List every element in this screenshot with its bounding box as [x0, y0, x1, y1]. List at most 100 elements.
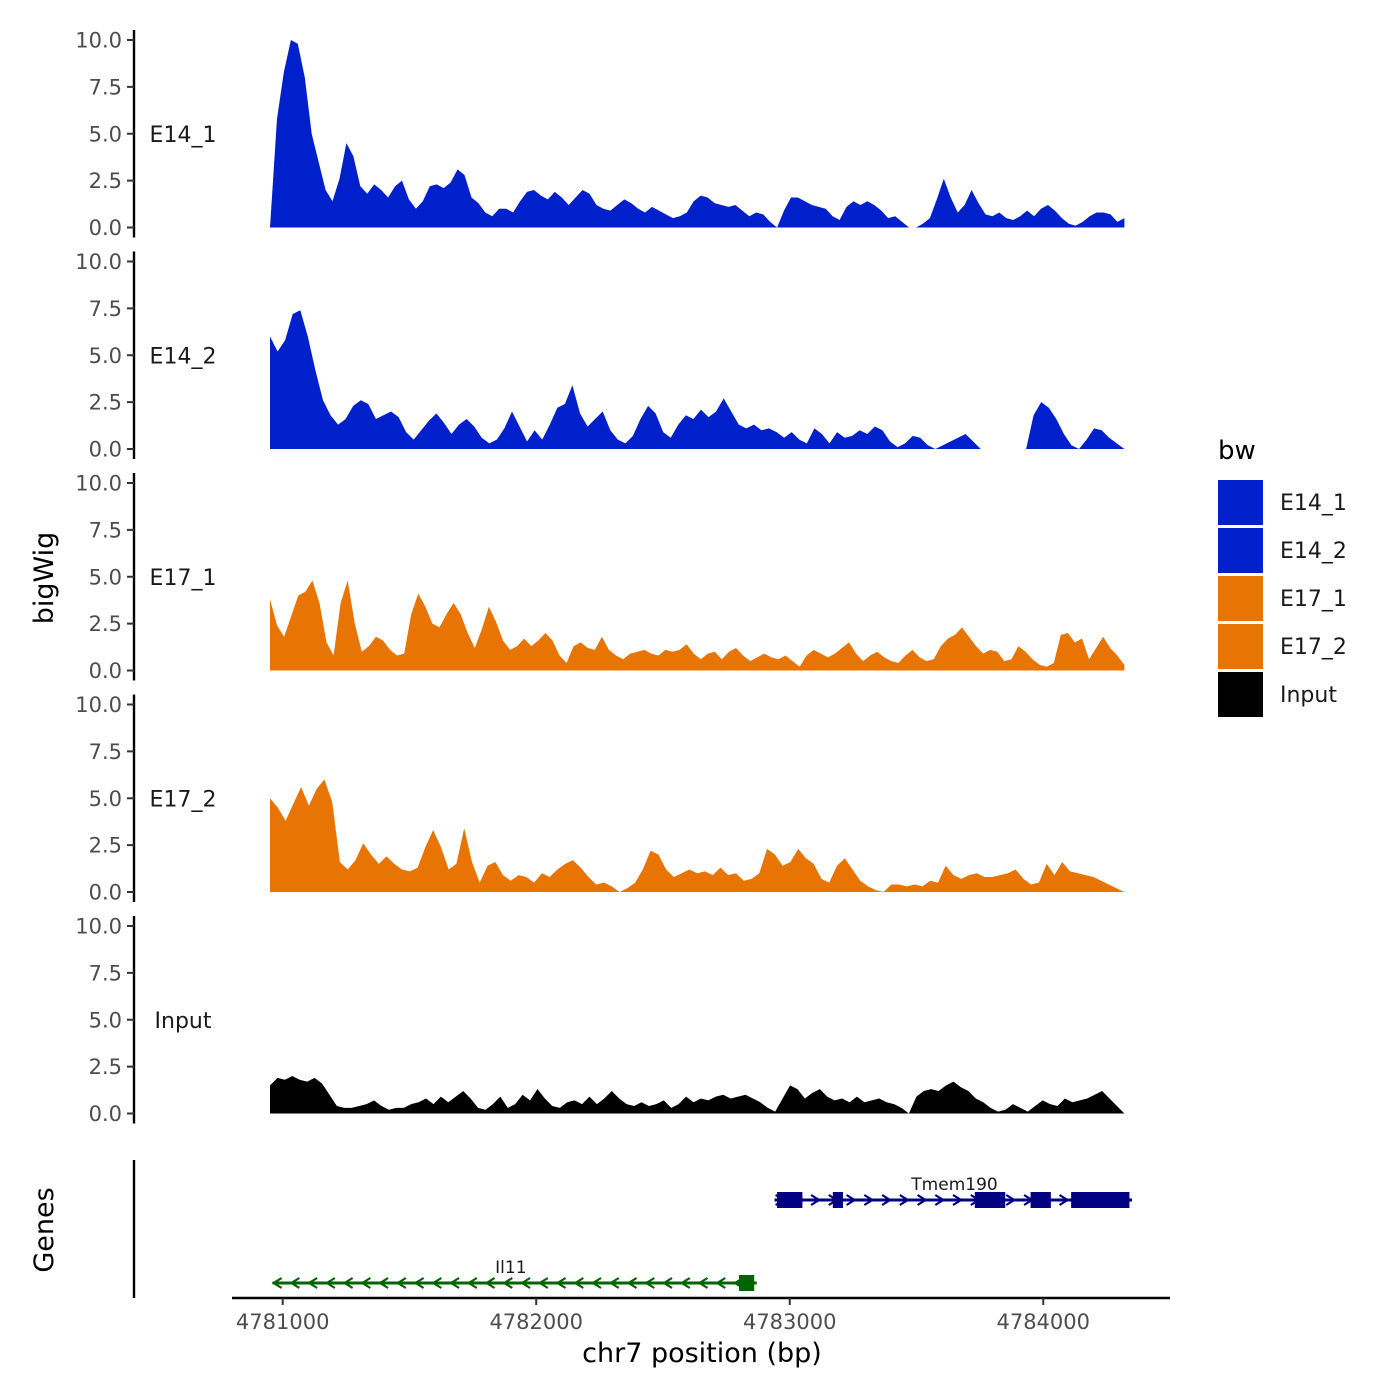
legend-label: Input [1280, 683, 1337, 708]
legend-swatch-E14_1 [1218, 480, 1263, 525]
strand-arrow [608, 1277, 620, 1289]
strand-arrow [360, 1277, 371, 1289]
y-tick-label: 10.0 [75, 250, 122, 274]
strand-arrow [431, 1277, 442, 1289]
track-label: E17_2 [150, 788, 217, 813]
strand-arrow [934, 1194, 946, 1206]
y-tick-label: 7.5 [89, 961, 122, 985]
y-tick-label: 5.0 [89, 344, 122, 368]
strand-arrow [899, 1194, 910, 1206]
y-tick-label: 5.0 [89, 122, 122, 146]
x-tick-label: 4783000 [743, 1310, 837, 1334]
strand-arrow [881, 1194, 893, 1206]
y-axis-title: bigWig [29, 532, 60, 625]
legend-swatch-Input [1218, 672, 1263, 717]
legend: bw E14_1 E14_2 E17_1 E17_2 Input [1218, 436, 1347, 717]
strand-arrow [626, 1277, 638, 1289]
signal-area-E17_2 [270, 779, 1125, 892]
track-label: E14_1 [150, 123, 217, 148]
strand-arrow [863, 1194, 875, 1206]
strand-arrow [1005, 1194, 1017, 1206]
legend-swatch-E17_1 [1218, 576, 1263, 621]
y-tick-label: 10.0 [75, 472, 122, 496]
gene-exon [739, 1275, 755, 1291]
x-axis: 4781000 4782000 4783000 4784000 [232, 1296, 1170, 1334]
track-label: E17_1 [150, 566, 217, 591]
y-tick-label: 7.5 [89, 75, 122, 99]
legend-label: E17_1 [1280, 587, 1347, 612]
y-tick-label: 2.5 [89, 391, 122, 415]
legend-swatch-E17_2 [1218, 624, 1263, 669]
y-tick-label: 10.0 [75, 915, 122, 939]
gene-Il11: Il11 [271, 1258, 757, 1291]
x-tick-label: 4781000 [236, 1310, 330, 1334]
y-tick-label: 7.5 [89, 518, 122, 542]
y-tick-label: 0.0 [89, 438, 122, 462]
y-tick-label: 7.5 [89, 297, 122, 321]
strand-arrow [307, 1277, 318, 1289]
strand-arrow [342, 1277, 354, 1289]
x-axis-title: chr7 position (bp) [582, 1338, 822, 1369]
y-tick-label: 5.0 [89, 1008, 122, 1032]
strand-arrow [810, 1194, 822, 1206]
strand-arrow [537, 1277, 549, 1289]
y-tick-label: 0.0 [89, 1102, 122, 1126]
y-tick-label: 10.0 [75, 29, 122, 53]
gene-exon [1030, 1192, 1051, 1208]
track-E17_2: 0.0 2.5 5.0 7.5 10.0 E17_2 [75, 693, 1125, 905]
strand-arrow [916, 1194, 928, 1206]
strand-arrow [466, 1277, 478, 1289]
signal-area-E14_1 [270, 40, 1125, 228]
strand-arrow [449, 1277, 460, 1289]
strand-arrow [502, 1277, 513, 1289]
strand-arrow [590, 1277, 602, 1289]
gene-label: Tmem190 [910, 1175, 997, 1195]
x-tick-label: 4782000 [489, 1310, 583, 1334]
y-tick-label: 5.0 [89, 565, 122, 589]
strand-arrow [378, 1277, 389, 1289]
strand-arrow [952, 1194, 964, 1206]
gene-exon [1071, 1192, 1130, 1208]
strand-arrow [395, 1277, 407, 1289]
strand-arrow [555, 1277, 567, 1289]
strand-arrow [271, 1277, 283, 1289]
gene-Tmem190: Tmem190 [774, 1175, 1132, 1208]
gene-exon [974, 1192, 1006, 1208]
track-label: E14_2 [150, 345, 217, 370]
track-label: Input [155, 1009, 212, 1034]
y-tick-label: 0.0 [89, 216, 122, 240]
signal-area-E14_2 [270, 310, 1125, 449]
y-tick-label: 0.0 [89, 659, 122, 683]
gene-exon [777, 1192, 803, 1208]
track-E14_2: 0.0 2.5 5.0 7.5 10.0 E14_2 [75, 250, 1125, 462]
gene-label: Il11 [495, 1258, 526, 1278]
y-tick-label: 10.0 [75, 693, 122, 717]
y-tick-label: 2.5 [89, 834, 122, 858]
signal-area-E17_1 [270, 580, 1125, 671]
strand-arrow [697, 1277, 709, 1289]
x-tick-label: 4784000 [996, 1310, 1090, 1334]
legend-label: E17_2 [1280, 635, 1347, 660]
gene-panel: Tmem190 Il11 [132, 1160, 1132, 1298]
y-tick-label: 7.5 [89, 740, 122, 764]
strand-arrow [644, 1277, 655, 1289]
legend-label: E14_1 [1280, 491, 1347, 516]
legend-title: bw [1218, 436, 1256, 466]
strand-arrow [413, 1277, 425, 1289]
strand-arrow [661, 1277, 673, 1289]
track-panels: 0.0 2.5 5.0 7.5 10.0 E14_1 0.0 2.5 5.0 7.5 10.0 E14… [75, 29, 1125, 1126]
genes-axis-title: Genes [29, 1187, 60, 1272]
strand-arrow [845, 1194, 857, 1206]
legend-swatch-E14_2 [1218, 528, 1263, 573]
strand-arrow [573, 1277, 584, 1289]
track-Input: 0.0 2.5 5.0 7.5 10.0 Input [75, 915, 1125, 1126]
strand-arrow [324, 1277, 336, 1289]
gene-exon [832, 1192, 843, 1208]
y-tick-label: 5.0 [89, 787, 122, 811]
strand-arrow [520, 1277, 531, 1289]
y-tick-label: 2.5 [89, 1055, 122, 1079]
strand-arrow [289, 1277, 300, 1289]
strand-arrow [484, 1277, 496, 1289]
signal-area-Input [270, 1076, 1125, 1114]
